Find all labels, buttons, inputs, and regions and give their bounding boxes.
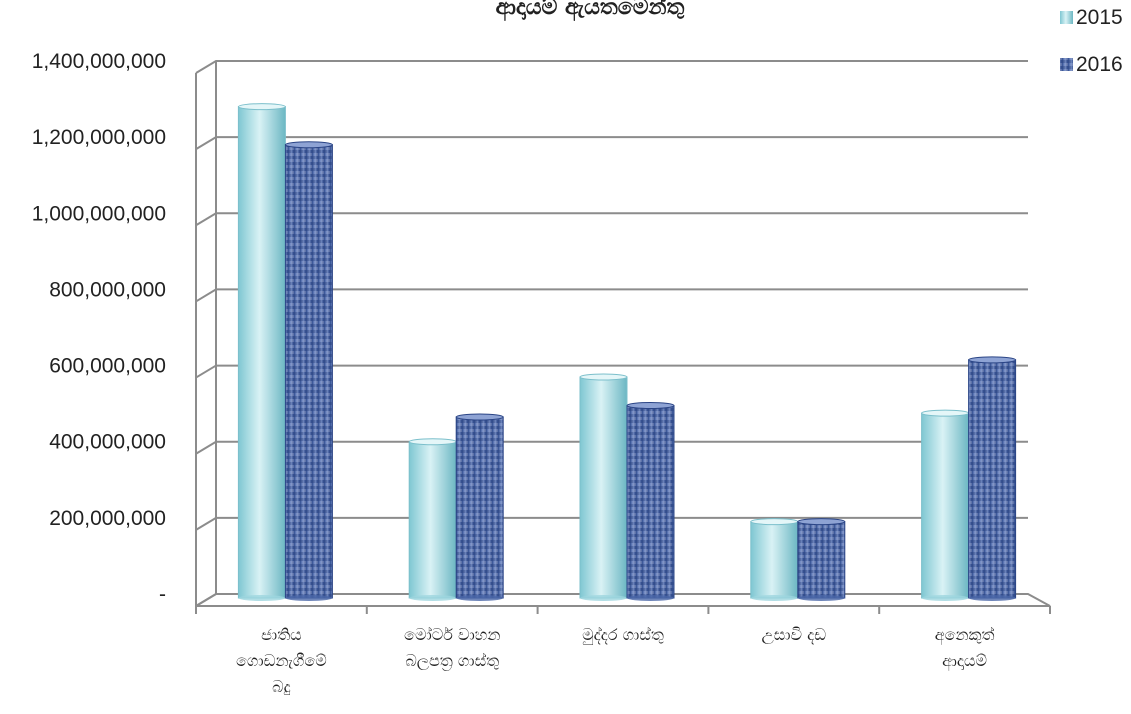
tick-labels: - 200,000,000 400,000,000 600,000,000 800,00… xyxy=(32,50,995,696)
legend-label: 2016 xyxy=(1076,53,1123,76)
y-tick-label: 400,000,000 xyxy=(49,431,166,454)
x-category-label: උසාවි දඩ xyxy=(762,625,827,645)
axes xyxy=(195,61,1051,614)
legend-label: 2015 xyxy=(1076,6,1123,29)
bar xyxy=(750,518,799,601)
gridline xyxy=(195,60,1028,74)
y-tick-label: 1,200,000,000 xyxy=(32,126,166,149)
bar xyxy=(626,402,675,601)
y-tick-label: 800,000,000 xyxy=(49,278,166,301)
x-category-label: ජාතිය ගොඩනැගීමේ බදු xyxy=(236,625,327,696)
bar xyxy=(408,438,457,601)
bar xyxy=(968,356,1017,601)
x-category-label: අනෙකුත් ආදායම් xyxy=(935,625,995,671)
bar xyxy=(579,373,628,601)
y-tick-label: 1,000,000,000 xyxy=(32,202,166,225)
legend: 2015 2016 xyxy=(1060,6,1123,76)
y-tick-label: 600,000,000 xyxy=(49,355,166,378)
floor xyxy=(195,593,1051,607)
legend-swatch xyxy=(1060,58,1073,71)
y-tick-label: 200,000,000 xyxy=(49,507,166,530)
bars xyxy=(237,103,1017,601)
x-category-label: මුද්දර ගාස්තු xyxy=(582,625,664,645)
y-tick-label: 1,400,000,000 xyxy=(32,50,166,73)
y-tick-label: - xyxy=(159,583,166,606)
bar xyxy=(921,409,970,601)
bar xyxy=(284,141,333,601)
chart-title: ආදායම් ඇයතමෙන්තු xyxy=(496,0,685,21)
bar xyxy=(455,413,504,601)
bar xyxy=(237,103,286,601)
legend-swatch xyxy=(1060,11,1073,24)
bar xyxy=(797,518,846,601)
x-category-label: මෝටර් වාහන බලපත්‍ර ගාස්තු xyxy=(404,625,500,671)
